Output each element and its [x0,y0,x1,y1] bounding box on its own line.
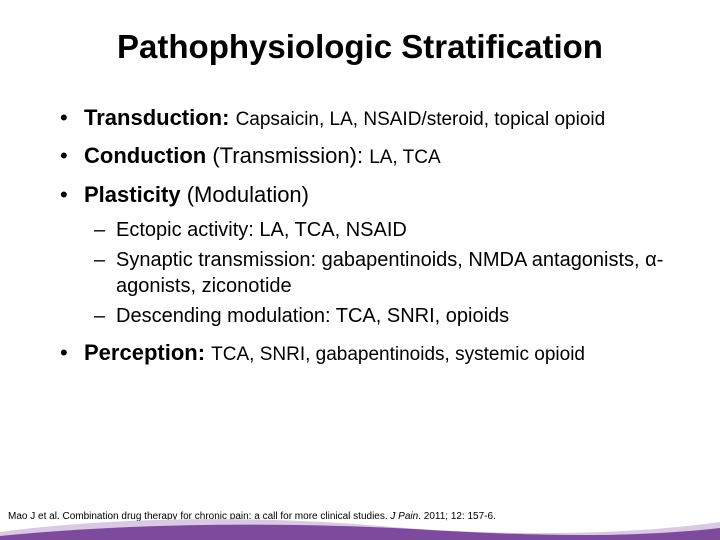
slide-title: Pathophysiologic Stratification [40,28,680,66]
bullet-conduction: Conduction (Transmission): LA, TCA [60,142,680,170]
sub-bullet: Ectopic activity: LA, TCA, NSAID [94,217,680,243]
sub-bullet: Descending modulation: TCA, SNRI, opioid… [94,303,680,329]
bullet-detail: TCA, SNRI, gabapentinoids, systemic opio… [211,344,585,365]
sub-bullet: Synaptic transmission: gabapentinoids, N… [94,247,680,299]
bullet-lead: Plasticity [84,182,187,207]
bullet-detail: Capsaicin, LA, NSAID/steroid, topical op… [236,109,606,130]
citation-journal: J Pain [390,511,418,522]
bullet-mid: (Modulation) [187,182,309,207]
bullet-mid: (Transmission): [212,143,369,168]
bullet-lead: Transduction: [84,105,236,130]
sub-bullet-list: Ectopic activity: LA, TCA, NSAID Synapti… [94,217,680,329]
slide: Pathophysiologic Stratification Transduc… [0,0,720,540]
wave-back [0,519,720,540]
slide-content: Transduction: Capsaicin, LA, NSAID/stero… [40,104,680,367]
bullet-transduction: Transduction: Capsaicin, LA, NSAID/stero… [60,104,680,132]
bullet-list: Transduction: Capsaicin, LA, NSAID/stero… [60,104,680,367]
bullet-perception: Perception: TCA, SNRI, gabapentinoids, s… [60,339,680,367]
bullet-plasticity: Plasticity (Modulation) Ectopic activity… [60,181,680,329]
bullet-lead: Perception: [84,340,211,365]
bullet-detail: LA, TCA [369,147,440,168]
bullet-lead: Conduction [84,143,212,168]
wave-front [0,525,720,540]
citation-rest: . 2011; 12: 157-6. [418,511,496,522]
citation-authors: Mao J et al. Combination drug therapy fo… [8,511,390,522]
citation: Mao J et al. Combination drug therapy fo… [8,511,496,522]
